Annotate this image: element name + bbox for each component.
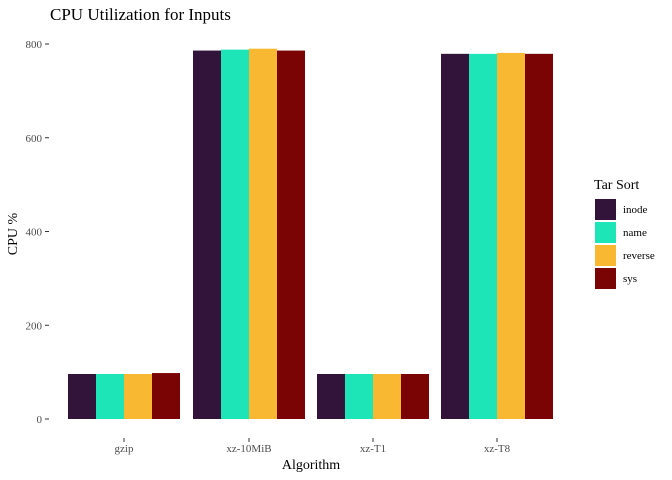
bar-sys-xz-10MiB	[277, 50, 305, 419]
bar-inode-xz-T8	[441, 53, 469, 419]
legend-label-sys: sys	[623, 273, 637, 285]
y-axis-title: CPU %	[6, 212, 21, 255]
x-axis: gzip xz-10MiB xz-T1 xz-T8	[115, 438, 511, 455]
x-tick-label: xz-T1	[360, 443, 386, 455]
bar-inode-xz-T1	[317, 374, 345, 419]
bar-name-xz-10MiB	[221, 49, 249, 419]
x-axis-title: Algorithm	[282, 458, 340, 473]
bar-reverse-xz-T8	[497, 52, 525, 419]
legend: Tar Sort inode name reverse sys	[594, 178, 655, 289]
legend-label-name: name	[623, 227, 647, 239]
legend-label-inode: inode	[623, 204, 648, 216]
chart-title: CPU Utilization for Inputs	[50, 5, 231, 24]
bar-name-gzip	[96, 374, 124, 419]
bar-reverse-xz-10MiB	[249, 48, 277, 419]
y-tick-label: 800	[26, 39, 43, 51]
bar-inode-xz-10MiB	[193, 50, 221, 419]
y-tick-label: 200	[26, 320, 43, 332]
bar-reverse-gzip	[124, 374, 152, 419]
y-tick-label: 0	[37, 414, 43, 426]
y-axis: 0 200 400 600 800	[26, 39, 49, 426]
bar-inode-gzip	[68, 374, 96, 419]
bar-sys-xz-T8	[525, 53, 553, 419]
bar-name-xz-T8	[469, 53, 497, 419]
legend-swatch-sys	[595, 268, 616, 289]
legend-swatch-name	[595, 222, 616, 243]
bar-name-xz-T1	[345, 374, 373, 419]
legend-swatch-inode	[595, 199, 616, 220]
bar-sys-gzip	[152, 373, 180, 419]
legend-title: Tar Sort	[594, 178, 639, 193]
y-tick-label: 400	[26, 227, 43, 239]
x-tick-label: xz-10MiB	[226, 443, 271, 455]
x-tick-label: xz-T8	[484, 443, 511, 455]
legend-swatch-reverse	[595, 245, 616, 266]
plot-area	[68, 48, 553, 419]
bar-sys-xz-T1	[401, 374, 429, 419]
y-tick-label: 600	[26, 133, 43, 145]
legend-label-reverse: reverse	[623, 250, 655, 262]
bar-reverse-xz-T1	[373, 374, 401, 419]
x-tick-label: gzip	[115, 443, 134, 455]
